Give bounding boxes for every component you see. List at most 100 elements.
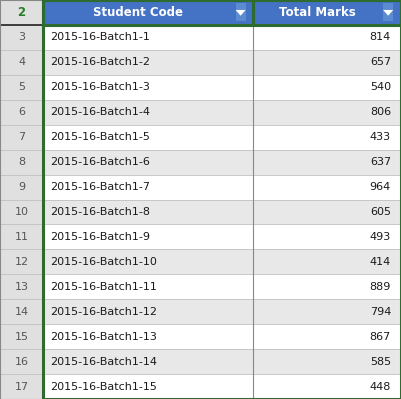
Text: 8: 8 <box>18 157 25 167</box>
Text: 585: 585 <box>370 357 391 367</box>
Text: 540: 540 <box>370 82 391 92</box>
Text: 4: 4 <box>18 57 25 67</box>
Text: 10: 10 <box>15 207 28 217</box>
Bar <box>43 25 253 50</box>
Text: 13: 13 <box>15 282 28 292</box>
Bar <box>0 75 43 100</box>
Bar <box>253 249 401 275</box>
Text: 3: 3 <box>18 32 25 42</box>
Text: 5: 5 <box>18 82 25 92</box>
Bar <box>43 0 401 25</box>
Bar <box>0 50 43 75</box>
Text: 414: 414 <box>370 257 391 267</box>
Text: 2015-16-Batch1-13: 2015-16-Batch1-13 <box>51 332 158 342</box>
Bar <box>43 374 253 399</box>
Text: 12: 12 <box>14 257 29 267</box>
Text: 2015-16-Batch1-5: 2015-16-Batch1-5 <box>51 132 150 142</box>
Bar <box>43 124 253 150</box>
Text: 867: 867 <box>370 332 391 342</box>
Text: 433: 433 <box>370 132 391 142</box>
Bar <box>253 0 401 25</box>
Bar <box>43 100 253 124</box>
Text: 6: 6 <box>18 107 25 117</box>
Text: 16: 16 <box>15 357 28 367</box>
Text: 2015-16-Batch1-4: 2015-16-Batch1-4 <box>51 107 150 117</box>
Bar <box>43 324 253 349</box>
Text: 7: 7 <box>18 132 25 142</box>
Bar <box>43 75 253 100</box>
Text: Total Marks: Total Marks <box>279 6 355 19</box>
Polygon shape <box>235 10 246 16</box>
Bar <box>253 275 401 299</box>
Bar <box>253 150 401 175</box>
Bar <box>43 275 253 299</box>
Bar <box>43 50 253 75</box>
Text: 605: 605 <box>370 207 391 217</box>
Bar <box>43 200 253 224</box>
Text: 2015-16-Batch1-7: 2015-16-Batch1-7 <box>51 182 150 192</box>
Bar <box>253 25 401 50</box>
Text: 964: 964 <box>370 182 391 192</box>
Text: 14: 14 <box>14 307 29 317</box>
Text: 2015-16-Batch1-14: 2015-16-Batch1-14 <box>51 357 158 367</box>
Bar <box>43 224 253 249</box>
Bar <box>0 349 43 374</box>
Text: 9: 9 <box>18 182 25 192</box>
Text: 2: 2 <box>18 6 26 19</box>
Bar <box>253 324 401 349</box>
Bar <box>0 124 43 150</box>
Text: 448: 448 <box>370 381 391 391</box>
Bar <box>253 224 401 249</box>
Bar <box>0 100 43 124</box>
Bar <box>0 374 43 399</box>
Text: 2015-16-Batch1-9: 2015-16-Batch1-9 <box>51 232 150 242</box>
Polygon shape <box>383 10 393 16</box>
Text: 2015-16-Batch1-6: 2015-16-Batch1-6 <box>51 157 150 167</box>
Text: 889: 889 <box>370 282 391 292</box>
Bar <box>253 50 401 75</box>
Text: 11: 11 <box>15 232 28 242</box>
Text: 2015-16-Batch1-11: 2015-16-Batch1-11 <box>51 282 158 292</box>
Text: 2015-16-Batch1-2: 2015-16-Batch1-2 <box>51 57 150 67</box>
Bar <box>0 299 43 324</box>
Text: 806: 806 <box>370 107 391 117</box>
Bar <box>0 0 43 25</box>
Bar <box>0 275 43 299</box>
Bar <box>43 150 253 175</box>
Bar <box>43 0 401 399</box>
Bar <box>0 324 43 349</box>
Bar <box>253 200 401 224</box>
Bar <box>43 349 253 374</box>
Bar <box>0 200 43 224</box>
Bar <box>0 175 43 200</box>
Bar <box>253 124 401 150</box>
Text: 493: 493 <box>370 232 391 242</box>
Bar <box>383 4 393 22</box>
Text: 794: 794 <box>370 307 391 317</box>
Bar <box>235 4 246 22</box>
Text: 814: 814 <box>370 32 391 42</box>
Text: 2015-16-Batch1-12: 2015-16-Batch1-12 <box>51 307 158 317</box>
Bar <box>253 75 401 100</box>
Text: 637: 637 <box>370 157 391 167</box>
Bar <box>253 349 401 374</box>
Bar <box>43 249 253 275</box>
Text: 2015-16-Batch1-3: 2015-16-Batch1-3 <box>51 82 150 92</box>
Text: 2015-16-Batch1-15: 2015-16-Batch1-15 <box>51 381 158 391</box>
Text: 2015-16-Batch1-1: 2015-16-Batch1-1 <box>51 32 150 42</box>
Bar <box>253 374 401 399</box>
Bar <box>253 299 401 324</box>
Bar <box>43 0 253 25</box>
Bar <box>0 224 43 249</box>
Bar <box>253 175 401 200</box>
Bar <box>43 299 253 324</box>
Text: 15: 15 <box>15 332 28 342</box>
Text: 2015-16-Batch1-10: 2015-16-Batch1-10 <box>51 257 158 267</box>
Bar <box>0 150 43 175</box>
Text: 17: 17 <box>14 381 29 391</box>
Bar <box>253 100 401 124</box>
Bar <box>43 175 253 200</box>
Bar <box>0 25 43 50</box>
Bar <box>0 249 43 275</box>
Text: 657: 657 <box>370 57 391 67</box>
